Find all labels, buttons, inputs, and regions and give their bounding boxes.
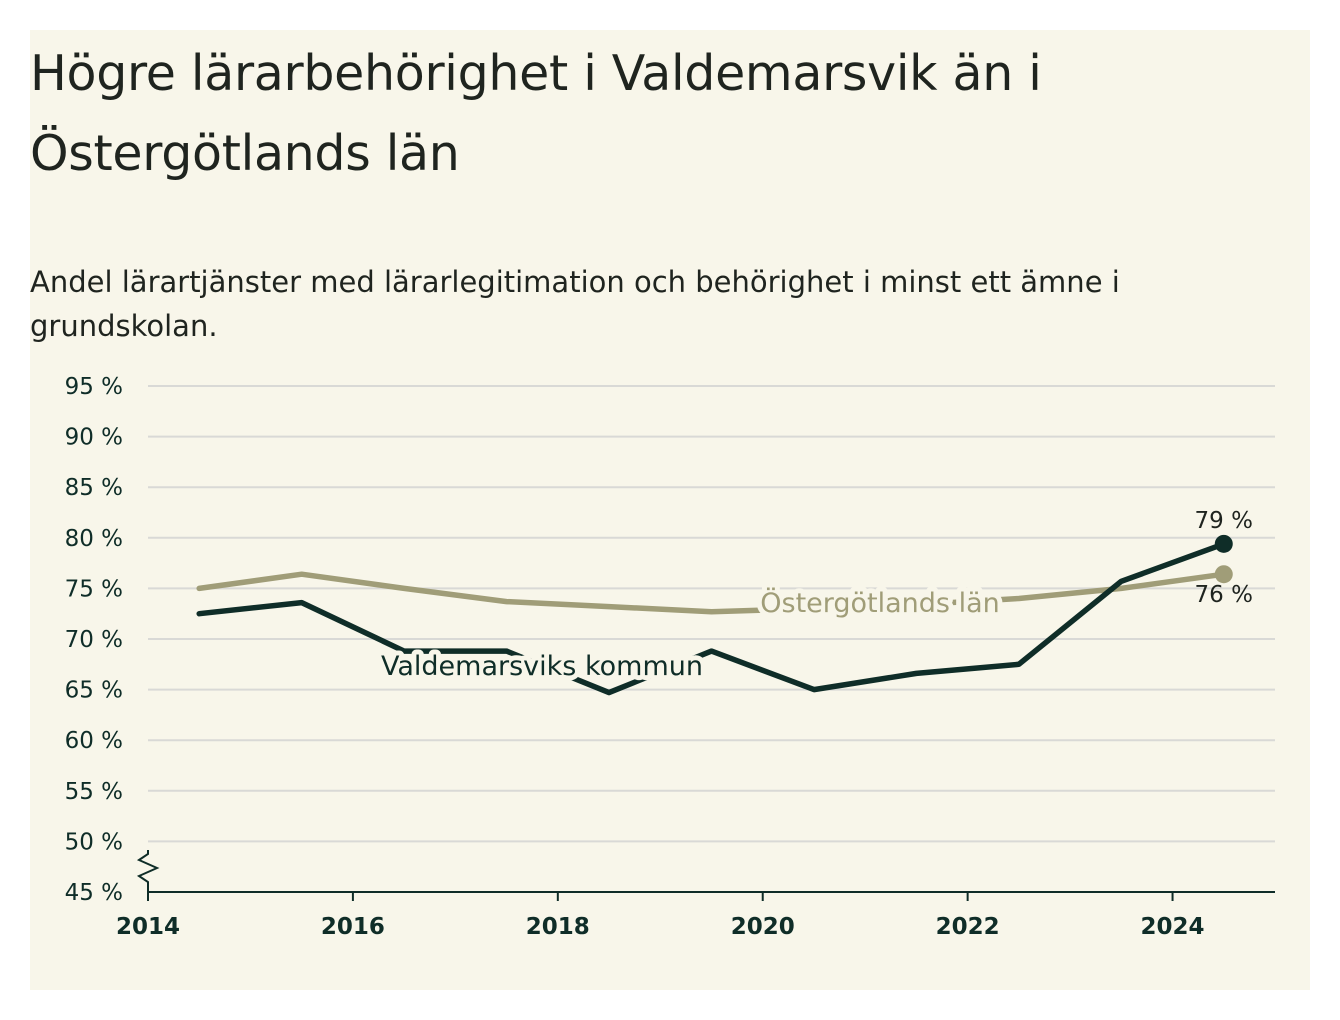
- y-tick-label: 90 %: [65, 425, 123, 451]
- end-marker-kommun: [1214, 534, 1233, 553]
- y-tick-label: 50 %: [65, 829, 123, 855]
- axis-layer: 45 % 50 % 55 % 60 % 65 % 70 % 75 % 80 % 85 % 90 %…: [65, 374, 1275, 940]
- chart-subtitle: Andel lärartjänster med lärarlegitimatio…: [30, 265, 1120, 343]
- series-layer: [196, 534, 1233, 696]
- x-tick-label: 2020: [731, 914, 795, 940]
- chart-card: Högre lärarbehörighet i Valdemarsvik än …: [30, 30, 1310, 990]
- x-tick-label: 2024: [1141, 914, 1205, 940]
- series-name-lan: Östergötlands län: [760, 587, 1000, 619]
- y-tick-label: 70 %: [65, 627, 123, 653]
- y-tick-label: 60 %: [65, 728, 123, 754]
- grid-layer: [148, 385, 1275, 843]
- end-marker-lan: [1214, 565, 1233, 584]
- chart-title: Högre lärarbehörighet i Valdemarsvik än …: [30, 45, 1042, 182]
- y-tick-label: 55 %: [65, 779, 123, 805]
- end-label-kommun: 79 %: [1195, 508, 1253, 534]
- y-tick-label: 95 %: [65, 374, 123, 400]
- axis-break-icon: [136, 850, 160, 892]
- x-tick-label: 2018: [526, 914, 590, 940]
- y-tick-label: 75 %: [65, 576, 123, 602]
- y-tick-label: 80 %: [65, 526, 123, 552]
- series-line-kommun: [196, 541, 1227, 696]
- end-label-lan: 76 %: [1195, 582, 1253, 608]
- x-tick-label: 2016: [321, 914, 385, 940]
- x-tick-label: 2014: [116, 914, 180, 940]
- label-layer: 76 % 79 % Östergötlands län Valdemarsviks k…: [376, 508, 1253, 687]
- series-line-lan: [196, 571, 1227, 615]
- series-name-kommun: Valdemarsviks kommun: [381, 651, 703, 682]
- y-tick-label: 65 %: [65, 678, 123, 704]
- y-tick-label: 45 %: [65, 880, 123, 906]
- x-tick-label: 2022: [936, 914, 1000, 940]
- y-tick-label: 85 %: [65, 475, 123, 501]
